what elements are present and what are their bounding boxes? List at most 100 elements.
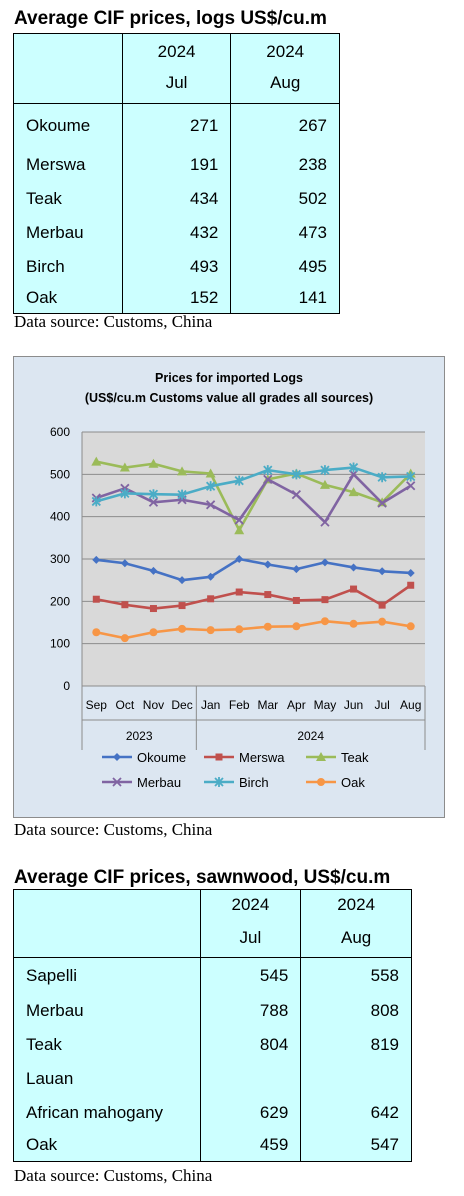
legend-marker-oak: [317, 778, 325, 786]
sawnwood-price-table: 2024 Jul 2024 Aug Sapelli 545 558 Merbau 788 80…: [13, 889, 412, 1162]
cell-jul: 545: [199, 957, 302, 994]
data-point-merbau: [406, 481, 416, 491]
table-row: Birch 493 495: [13, 249, 340, 284]
y-tick-label: 100: [50, 637, 70, 651]
cell-aug: 141: [230, 283, 340, 314]
data-point-teak: [148, 458, 159, 468]
cell-aug: 547: [300, 1129, 412, 1162]
row-label: African mahogany: [13, 1095, 201, 1130]
header-empty-cell: [13, 889, 201, 958]
data-point-oak: [406, 622, 415, 631]
header-month: Jul: [239, 928, 262, 947]
cell-jul: 434: [121, 181, 232, 216]
series-line-oak: [96, 619, 411, 640]
cell-jul: 804: [199, 1027, 302, 1062]
cell-jul: 152: [121, 283, 232, 314]
data-point-okoume: [120, 559, 129, 568]
data-point-birch: [148, 489, 159, 500]
legend-label-birch: Birch: [239, 775, 269, 790]
data-point-oak: [178, 624, 187, 633]
series-line-birch: [95, 466, 411, 503]
cell-aug: 267: [230, 103, 340, 148]
data-point-oak: [292, 622, 301, 631]
row-label: Teak: [13, 181, 123, 216]
year-group-label: 2024: [297, 729, 324, 743]
data-point-teak: [234, 525, 245, 535]
table-row: Okoume 271 267: [13, 103, 340, 148]
row-label: Oak: [13, 283, 123, 314]
legend-marker-merbau: [112, 777, 122, 787]
data-point-teak: [205, 468, 216, 478]
x-tick-label: Apr: [287, 698, 306, 712]
data-point-birch: [120, 488, 130, 499]
data-point-okoume: [378, 567, 387, 576]
row-label: Birch: [13, 249, 123, 284]
data-point-okoume: [406, 568, 415, 577]
data-point-teak: [348, 487, 359, 497]
data-point-merswa: [121, 601, 129, 609]
legend-marker-teak: [316, 752, 326, 761]
header-jul: 2024 Jul: [199, 889, 302, 958]
data-point-oak: [235, 625, 244, 634]
header-aug: 2024 Aug: [300, 889, 412, 958]
cell-aug: 502: [230, 181, 340, 216]
row-label: Lauan: [13, 1061, 201, 1096]
data-point-merbau: [348, 469, 359, 479]
y-tick-label: 500: [50, 467, 70, 481]
cell-aug: 642: [300, 1095, 412, 1130]
sawnwood-table-source: Data source: Customs, China: [14, 1166, 213, 1185]
x-tick-label: Nov: [143, 698, 164, 712]
data-point-birch: [348, 462, 359, 473]
legend-label-merswa: Merswa: [239, 750, 285, 765]
data-point-merswa: [264, 591, 272, 599]
cell-jul: [199, 1061, 302, 1096]
row-label: Merbau: [13, 215, 123, 250]
series-line-merbau: [95, 473, 412, 524]
header-empty-cell: [13, 33, 123, 104]
x-tick-label: Aug: [400, 698, 421, 712]
x-tick-label: Sep: [86, 698, 108, 712]
data-point-birch: [377, 472, 387, 483]
data-point-merbau: [263, 474, 273, 485]
cell-aug: 473: [230, 215, 340, 250]
cell-jul: 493: [121, 249, 232, 284]
data-point-merswa: [292, 596, 300, 604]
header-year: 2024: [266, 42, 305, 61]
table-row: Merswa 191 238: [13, 147, 340, 182]
data-point-birch: [406, 471, 416, 482]
y-tick-label: 200: [50, 594, 70, 608]
header-year: 2024: [337, 895, 376, 914]
data-point-teak: [319, 479, 330, 489]
legend-marker-merswa: [215, 753, 223, 761]
x-tick-label: Oct: [116, 698, 135, 712]
table-header-row: 2024 Jul 2024 Aug: [13, 33, 340, 104]
table-row: African mahogany 629 642: [13, 1095, 412, 1130]
legend-marker-okoume: [113, 753, 121, 761]
data-point-merbau: [320, 517, 330, 527]
data-point-teak: [177, 466, 188, 476]
legend-label-merbau: Merbau: [137, 775, 181, 790]
cell-aug: [300, 1061, 412, 1096]
x-tick-label: Dec: [171, 698, 192, 712]
data-point-merswa: [407, 581, 415, 589]
cell-aug: 495: [230, 249, 340, 284]
header-year: 2024: [231, 895, 270, 914]
data-point-okoume: [292, 565, 301, 574]
y-tick-label: 400: [50, 510, 70, 524]
x-tick-label: Jun: [344, 698, 363, 712]
data-point-okoume: [178, 576, 187, 585]
data-point-okoume: [349, 563, 358, 572]
data-point-merbau: [377, 498, 387, 508]
data-point-oak: [349, 619, 358, 628]
header-aug: 2024 Aug: [230, 33, 340, 104]
data-point-okoume: [235, 555, 244, 563]
data-point-merswa: [207, 595, 215, 603]
data-point-birch: [291, 469, 302, 480]
cell-jul: 432: [121, 215, 232, 250]
data-point-birch: [320, 465, 330, 476]
cell-jul: 629: [199, 1095, 302, 1130]
y-tick-label: 0: [63, 679, 70, 693]
data-point-merswa: [235, 588, 243, 596]
data-point-okoume: [206, 572, 215, 581]
data-point-merswa: [378, 601, 386, 609]
